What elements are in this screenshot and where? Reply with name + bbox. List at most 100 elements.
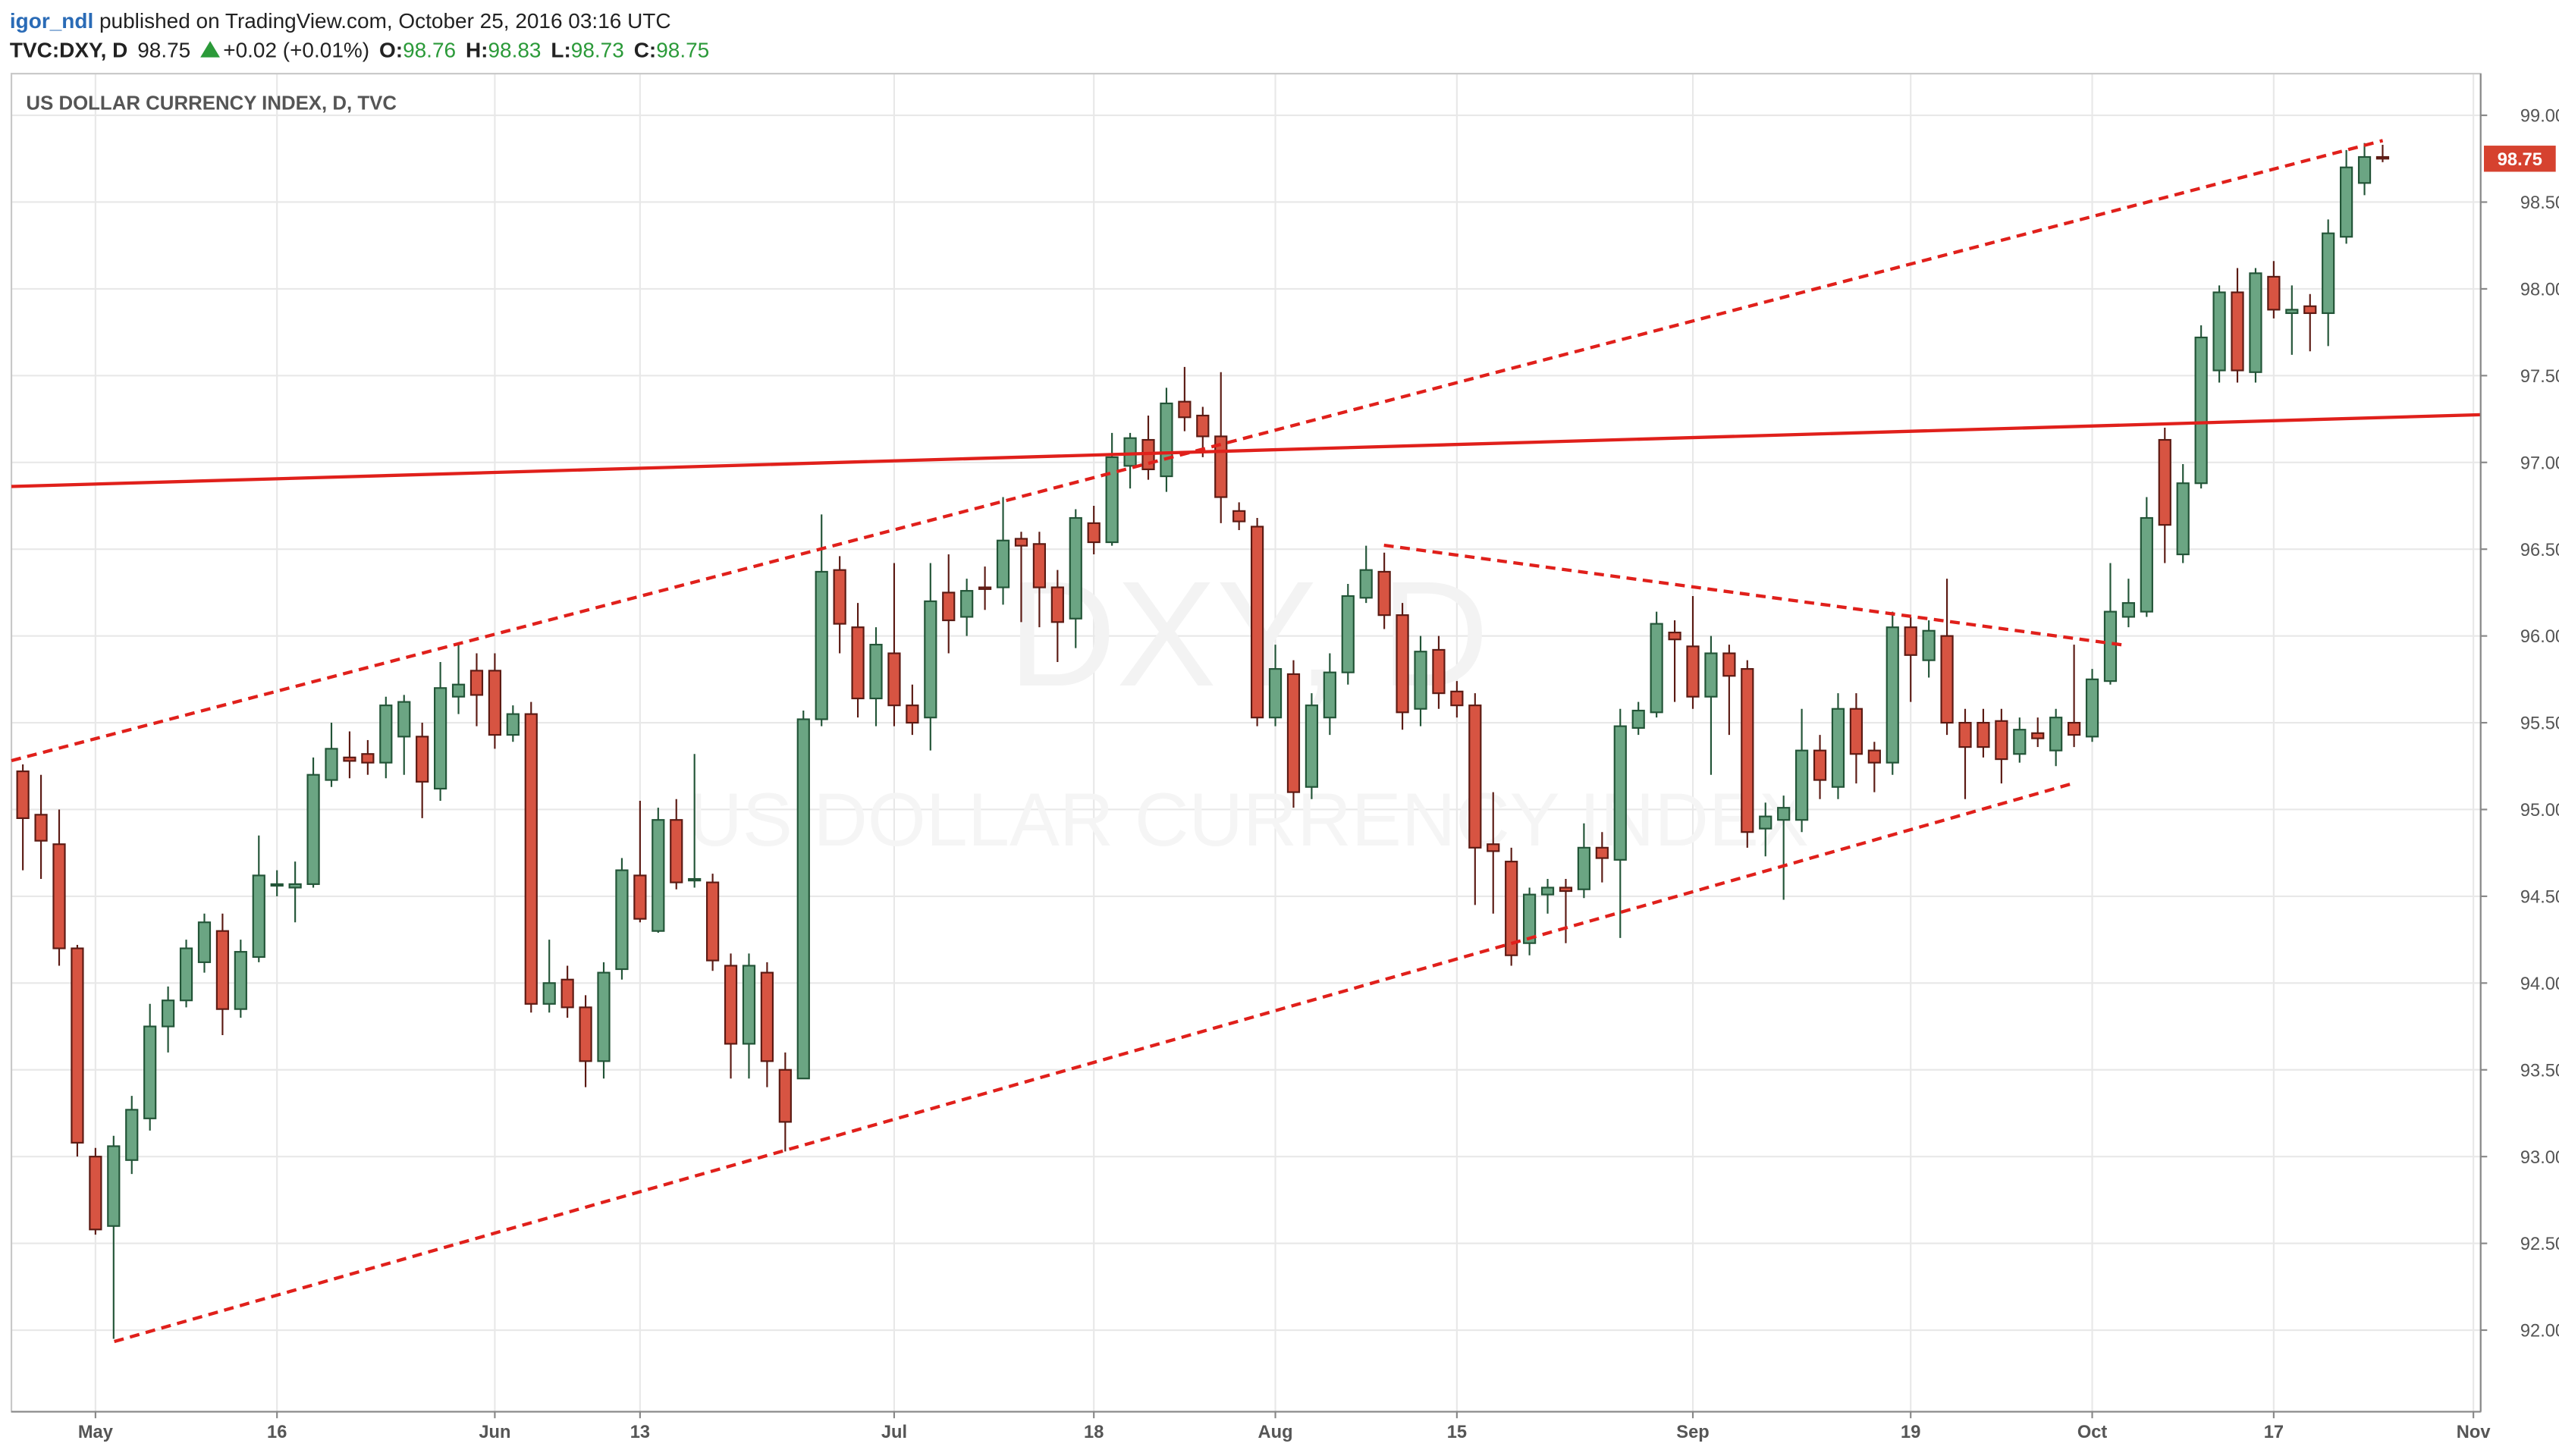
candle-body: [724, 965, 738, 1045]
x-tick-label: 18: [1084, 1423, 1104, 1442]
candle-body: [288, 883, 302, 889]
y-tick-label: 97.50: [2520, 367, 2559, 387]
candle-body: [1867, 749, 1881, 764]
candle-body: [652, 819, 665, 932]
x-tick-label: 19: [1901, 1423, 1920, 1442]
ohlc-value: 98.83: [488, 39, 541, 62]
candle-body: [542, 982, 556, 1005]
candle-body: [1704, 652, 1718, 698]
candle-body: [1595, 846, 1609, 859]
candle-body: [215, 930, 230, 1010]
candle-body: [1414, 651, 1427, 710]
candle-body: [2158, 438, 2171, 526]
candle-body: [1559, 886, 1573, 893]
candle-body: [1505, 861, 1518, 956]
x-tick-label: Oct: [2077, 1423, 2108, 1442]
x-tick-label: Jun: [479, 1423, 510, 1442]
x-tick-label: 16: [267, 1423, 287, 1442]
candle-body: [71, 947, 84, 1144]
channel-lower: [114, 782, 2074, 1344]
resistance-line: [11, 413, 2481, 488]
candle-body: [306, 774, 320, 885]
candle-body: [2121, 602, 2136, 618]
candle-body: [1359, 569, 1373, 599]
candle-body: [1940, 635, 1954, 724]
candle-body: [325, 748, 338, 781]
y-tick-label: 99.00: [2520, 107, 2559, 127]
candle-body: [1540, 886, 1555, 896]
candle-body: [1722, 652, 1736, 677]
header-line-1: igor_ndl published on TradingView.com, O…: [10, 9, 671, 33]
candle-body: [1977, 721, 1990, 748]
candle-body: [942, 592, 956, 622]
candle-body: [434, 687, 447, 790]
x-tick-label: 17: [2264, 1423, 2284, 1442]
candle-body: [506, 713, 520, 736]
candle-body: [1631, 709, 1645, 729]
candle-body: [2249, 272, 2262, 373]
candle-body: [252, 874, 265, 959]
y-tick-label: 94.50: [2520, 888, 2559, 908]
candle-body: [706, 881, 720, 962]
x-tick-label: Jul: [881, 1423, 907, 1442]
candle-body: [488, 670, 502, 736]
candle-body: [1286, 673, 1301, 793]
candle-body: [1922, 629, 1936, 661]
y-tick-label: 95.00: [2520, 801, 2559, 821]
username[interactable]: igor_ndl: [10, 9, 93, 33]
candle-body: [2085, 678, 2099, 738]
x-tick-label: Nov: [2457, 1423, 2491, 1442]
candle-body: [2068, 721, 2081, 736]
candle-body: [996, 539, 1010, 588]
candle-body: [1268, 668, 1283, 719]
last-price: 98.75: [137, 39, 190, 62]
candle-body: [125, 1109, 139, 1161]
candle-body: [851, 626, 865, 700]
candle-body: [34, 814, 48, 842]
candle-body: [1432, 648, 1446, 695]
candle-body: [1014, 538, 1028, 547]
candle-body: [2194, 336, 2208, 485]
ohlc-value: 98.73: [571, 39, 624, 62]
x-tick-label: Aug: [1258, 1423, 1293, 1442]
x-tick-label: 15: [1447, 1423, 1467, 1442]
candle-body: [1377, 570, 1391, 617]
candle-body: [778, 1068, 792, 1123]
candle-body: [1885, 626, 1899, 764]
candle-body: [379, 704, 393, 764]
header-line-2: TVC:DXY, D 98.75 +0.02 (+0.01%) O:98.76 H:98…: [10, 39, 709, 62]
candle-body: [469, 670, 484, 696]
candle-body: [1487, 843, 1500, 852]
published: published on TradingView.com, October 25…: [93, 9, 670, 33]
candle-body: [1777, 807, 1791, 821]
y-tick-label: 96.50: [2520, 541, 2559, 560]
chart-title: US DOLLAR CURRENCY INDEX, D, TVC: [26, 93, 397, 114]
candle-body: [2285, 309, 2299, 315]
candle-body: [1741, 668, 1754, 833]
candle-body: [1050, 586, 1064, 623]
candle-body: [1032, 543, 1047, 588]
ohlc-label: H:: [466, 39, 488, 62]
candle-body: [343, 756, 356, 762]
candle-body: [524, 713, 538, 1005]
candle-body: [615, 869, 629, 971]
ohlc-label: O:: [379, 39, 403, 62]
candle-body: [1305, 704, 1319, 788]
candle-body: [2049, 717, 2063, 752]
last-price-tag: [2484, 146, 2556, 172]
y-tick-label: 92.00: [2520, 1322, 2559, 1341]
candle-body: [760, 971, 774, 1062]
candle-body: [1069, 516, 1082, 620]
watermark-name: US DOLLAR CURRENCY INDEX: [688, 777, 1809, 861]
candle-body: [107, 1145, 121, 1227]
candle-body: [2013, 729, 2027, 755]
y-tick-label: 93.50: [2520, 1061, 2559, 1081]
candle-body: [1523, 893, 1537, 944]
candle-body: [2267, 275, 2281, 311]
candle-body: [597, 971, 611, 1062]
candle-body: [2103, 610, 2118, 682]
y-tick-label: 95.50: [2520, 714, 2559, 734]
candle-body: [2322, 232, 2335, 315]
candle-body: [52, 843, 66, 949]
